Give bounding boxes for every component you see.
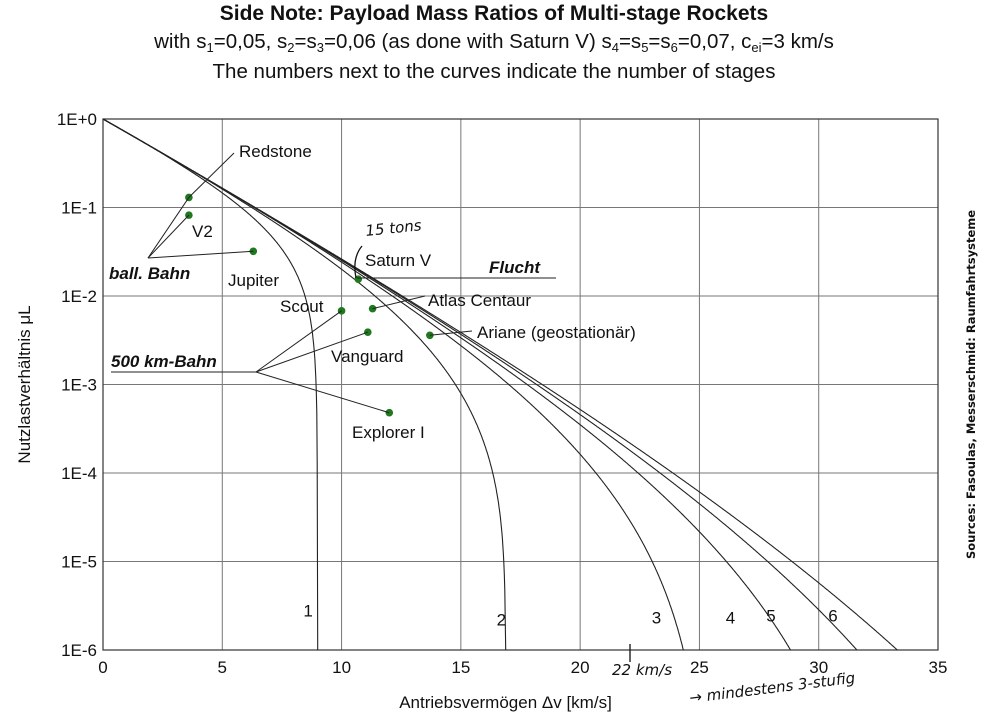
subtitle-text: =s [648, 30, 671, 53]
leader-line [372, 295, 426, 310]
subtitle-text: with s [154, 30, 207, 53]
curve-label: 6 [828, 606, 837, 625]
leader-line [147, 197, 190, 259]
leader-line [188, 152, 235, 198]
label-flucht: Flucht [489, 258, 541, 277]
y-tick-label: 1E-5 [61, 553, 97, 572]
plot-frame [102, 118, 939, 651]
point-vanguard [364, 328, 372, 336]
label-ariane: Ariane (geostationär) [477, 323, 636, 342]
y-tick-label: 1E-3 [61, 376, 97, 395]
y-tick-label: 1E+0 [57, 110, 97, 129]
label-explorer-i: Explorer I [352, 423, 425, 442]
label-500km-bahn: 500 km-Bahn [111, 352, 217, 371]
leader-line [147, 214, 190, 259]
chart-title: Side Note: Payload Mass Ratios of Multi-… [219, 2, 769, 25]
y-tick-label: 1E-1 [61, 199, 97, 218]
curve-6-stage [102, 118, 898, 651]
label-scout: Scout [280, 297, 324, 316]
subtitle-text: =3 km/s [761, 30, 834, 53]
x-axis-label: Antriebsvermögen Δv [km/s] [399, 693, 612, 712]
x-tick-label: 15 [451, 658, 470, 677]
subscript: 5 [641, 40, 649, 55]
curve-label: 3 [652, 608, 661, 627]
handwritten-22-kms: 22 km/s [612, 661, 672, 679]
point-scout [337, 307, 346, 315]
subscript: 4 [611, 40, 619, 55]
x-tick-label: 0 [98, 658, 107, 677]
subscript: 2 [287, 40, 295, 55]
x-tick-label: 5 [218, 658, 227, 677]
y-tick-label: 1E-6 [61, 641, 97, 660]
curve-label: 4 [726, 608, 735, 627]
x-tick-label: 25 [690, 658, 709, 677]
label-vanguard: Vanguard [331, 347, 403, 366]
subscript: 6 [670, 40, 678, 55]
subtitle-text: =0,06 (as done with Saturn V) s [323, 30, 612, 53]
x-tick-label: 35 [929, 658, 948, 677]
subtitle-text: =s [294, 30, 317, 53]
y-tick-label: 1E-2 [61, 287, 97, 306]
handwritten-mindestens: → mindestens 3-stufig [688, 669, 856, 707]
label-ball-bahn: ball. Bahn [109, 264, 190, 283]
leader-line [147, 250, 254, 259]
curve-label: 2 [497, 610, 506, 629]
handwritten-15-tons: 15 tons [365, 216, 423, 240]
leader-line [255, 331, 368, 373]
curve-label: 1 [303, 601, 312, 620]
subtitle-text: =s [618, 30, 642, 53]
label-atlas-centaur: Atlas Centaur [428, 291, 531, 310]
leader-line [255, 310, 342, 373]
x-tick-label: 10 [332, 658, 351, 677]
label-saturn-v: Saturn V [365, 251, 432, 270]
x-tick-label: 30 [809, 658, 828, 677]
leader-line [255, 371, 390, 414]
label-v2: V2 [192, 222, 213, 241]
leader-line [429, 330, 473, 336]
label-redstone: Redstone [239, 142, 312, 161]
subscript: ei [751, 40, 762, 55]
y-tick-label: 1E-4 [61, 464, 97, 483]
subscript: 1 [206, 40, 214, 55]
subscript: 3 [316, 40, 324, 55]
chart-subtitle-parameters: with s1=0,05, s2=s3=0,06 (as done with S… [0, 30, 988, 54]
subtitle-text: =0,05, s [213, 30, 288, 53]
label-jupiter: Jupiter [228, 271, 279, 290]
chart-subtitle-note: The numbers next to the curves indicate … [212, 60, 776, 83]
handwritten-bracket [354, 245, 363, 279]
subtitle-text: =0,07, c [677, 30, 752, 53]
x-tick-label: 20 [571, 658, 590, 677]
source-note: Sources: Fasoulas, Messerschmid: Raumfah… [964, 210, 978, 559]
y-axis-label: Nutzlastverhältnis μL [15, 305, 34, 463]
curve-label: 5 [766, 606, 775, 625]
